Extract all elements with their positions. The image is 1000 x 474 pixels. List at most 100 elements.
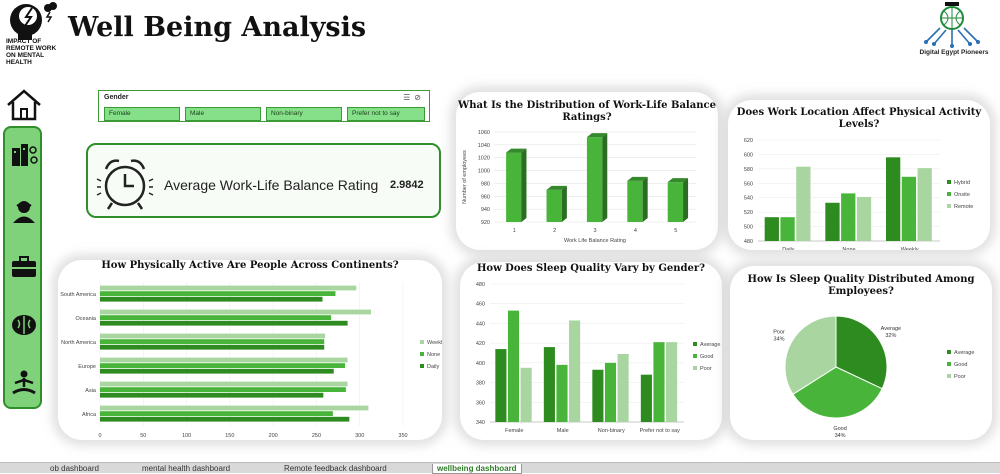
bar-none bbox=[100, 339, 325, 344]
location-activity-chart: 480 500 520 540 560 580 600 620 Daily None Weekly H… bbox=[744, 138, 973, 250]
y-tick-label: 580 bbox=[744, 167, 753, 173]
x-tick-label: 4 bbox=[634, 228, 637, 234]
x-tick-label: 50 bbox=[140, 433, 146, 439]
legend-swatch bbox=[947, 204, 951, 208]
legend-label: Hybrid bbox=[954, 180, 970, 186]
y-tick-label: 480 bbox=[476, 282, 485, 288]
y-tick-label: 1040 bbox=[478, 143, 490, 149]
y-tick-label: 940 bbox=[481, 207, 490, 213]
y-axis-label: Number of employees bbox=[462, 150, 468, 204]
bar-hybrid bbox=[825, 202, 840, 241]
x-tick-label: 100 bbox=[182, 433, 191, 439]
location-activity-card: Does Work Location Affect Physical Activ… bbox=[728, 100, 990, 250]
bar bbox=[667, 182, 684, 222]
bar-weekly bbox=[100, 309, 371, 315]
clear-filter-icon[interactable]: ⊘ bbox=[414, 93, 425, 102]
continents-card: How Physically Active Are People Across … bbox=[58, 260, 442, 440]
y-tick-label: 620 bbox=[744, 138, 753, 144]
x-tick-label: Male bbox=[557, 428, 569, 434]
chart-title: What Is the Distribution of Work-Life Ba… bbox=[458, 100, 716, 123]
y-tick-label: 600 bbox=[744, 152, 753, 158]
bar-onsite bbox=[841, 193, 856, 241]
chart-title: How Does Sleep Quality Vary by Gender? bbox=[476, 263, 706, 274]
x-tick-label: 350 bbox=[398, 433, 407, 439]
slicer-controls[interactable]: ☰⊘ bbox=[403, 93, 425, 102]
legend-swatch bbox=[420, 364, 424, 368]
legend-swatch bbox=[947, 192, 951, 196]
x-tick-label: 2 bbox=[553, 228, 556, 234]
y-tick-label: Asia bbox=[85, 388, 97, 394]
bar-remote bbox=[917, 168, 932, 241]
slicer-option-non-binary[interactable]: Non-binary bbox=[266, 107, 342, 121]
logo-right-caption: Digital Egypt Pioneers bbox=[919, 49, 989, 56]
tab-mental-health-dashboard[interactable]: mental health dashboard bbox=[142, 464, 231, 473]
chart-title: Does Work Location Affect Physical Activ… bbox=[736, 107, 982, 130]
wlb-distribution-chart: 920 940 960 980 1000 1020 1040 1060 1 2 3 4 5 Work Li… bbox=[462, 130, 696, 244]
gender-slicer: Gender ☰⊘ Female Male Non-binary Prefer … bbox=[98, 90, 430, 122]
x-tick-label: 5 bbox=[674, 228, 677, 234]
bar-onsite bbox=[901, 176, 917, 241]
y-tick-label: Europe bbox=[78, 364, 96, 370]
legend-label: Good bbox=[954, 362, 967, 368]
tab-job-dashboard[interactable]: ob dashboard bbox=[50, 464, 99, 473]
bar-poor bbox=[569, 320, 581, 422]
y-tick-label: 1060 bbox=[478, 130, 490, 136]
y-tick-label: 360 bbox=[476, 400, 485, 406]
x-tick-label: 150 bbox=[225, 433, 234, 439]
pie-slice-average bbox=[835, 315, 888, 390]
y-tick-label: 960 bbox=[481, 194, 490, 200]
legend-label: Poor bbox=[954, 374, 966, 380]
bar-good bbox=[556, 364, 568, 422]
bar-daily bbox=[100, 392, 324, 398]
y-tick-label: Africa bbox=[82, 412, 97, 418]
y-tick-label: 920 bbox=[481, 220, 490, 226]
slicer-title: Gender bbox=[104, 94, 129, 101]
slicer-option-female[interactable]: Female bbox=[104, 107, 180, 121]
buildings-icon[interactable] bbox=[9, 140, 39, 170]
bar-average bbox=[640, 374, 652, 422]
x-axis-label: Work Life Balance Rating bbox=[564, 238, 626, 244]
bar-none bbox=[100, 411, 333, 416]
x-tick-label: Daily bbox=[782, 247, 794, 250]
bar-average bbox=[543, 347, 555, 422]
sidebar bbox=[3, 126, 42, 409]
legend-label: Onsite bbox=[954, 192, 970, 198]
legend-swatch bbox=[420, 340, 424, 344]
bar bbox=[506, 152, 522, 222]
bar-weekly bbox=[100, 357, 348, 363]
x-tick-label: 0 bbox=[98, 433, 101, 439]
legend-label: Remote bbox=[954, 204, 973, 210]
briefcase-icon[interactable] bbox=[9, 252, 39, 282]
continents-chart: 0 50 100 150 200 250 300 350 South America Oceani… bbox=[60, 282, 442, 439]
bar-weekly bbox=[100, 405, 369, 411]
slicer-option-prefer-not-to-say[interactable]: Prefer not to say bbox=[347, 107, 425, 121]
slicer-option-male[interactable]: Male bbox=[185, 107, 261, 121]
bar-daily bbox=[100, 368, 334, 374]
bar-remote bbox=[796, 166, 811, 241]
alarm-clock-icon bbox=[94, 153, 156, 213]
bar-side bbox=[561, 185, 567, 222]
bar-onsite bbox=[780, 217, 795, 241]
y-tick-label: 440 bbox=[476, 321, 485, 327]
data-label: Average bbox=[881, 326, 901, 332]
logo-caption: IMPACT OF REMOTE WORK ON MENTAL HEALTH bbox=[6, 38, 57, 66]
bar-daily bbox=[100, 296, 323, 302]
bar-poor bbox=[666, 342, 678, 422]
y-tick-label: 420 bbox=[476, 341, 485, 347]
pie-slice-poor bbox=[784, 315, 837, 396]
x-tick-label: 1 bbox=[513, 228, 516, 234]
person-icon[interactable] bbox=[9, 196, 39, 226]
kpi-label: Average Work-Life Balance Rating bbox=[164, 177, 379, 193]
brain-icon[interactable] bbox=[9, 310, 39, 340]
bar-remote bbox=[856, 196, 872, 241]
multi-select-icon[interactable]: ☰ bbox=[403, 93, 415, 102]
bar-top bbox=[667, 178, 689, 183]
meditation-icon[interactable] bbox=[9, 368, 39, 398]
y-tick-label: 540 bbox=[744, 196, 753, 202]
tab-remote-feedback-dashboard[interactable]: Remote feedback dashboard bbox=[284, 464, 387, 473]
bar-poor bbox=[617, 353, 629, 422]
legend-swatch bbox=[420, 352, 424, 356]
home-icon[interactable] bbox=[5, 88, 43, 122]
bar-top bbox=[627, 176, 648, 181]
bar-side bbox=[683, 178, 689, 222]
